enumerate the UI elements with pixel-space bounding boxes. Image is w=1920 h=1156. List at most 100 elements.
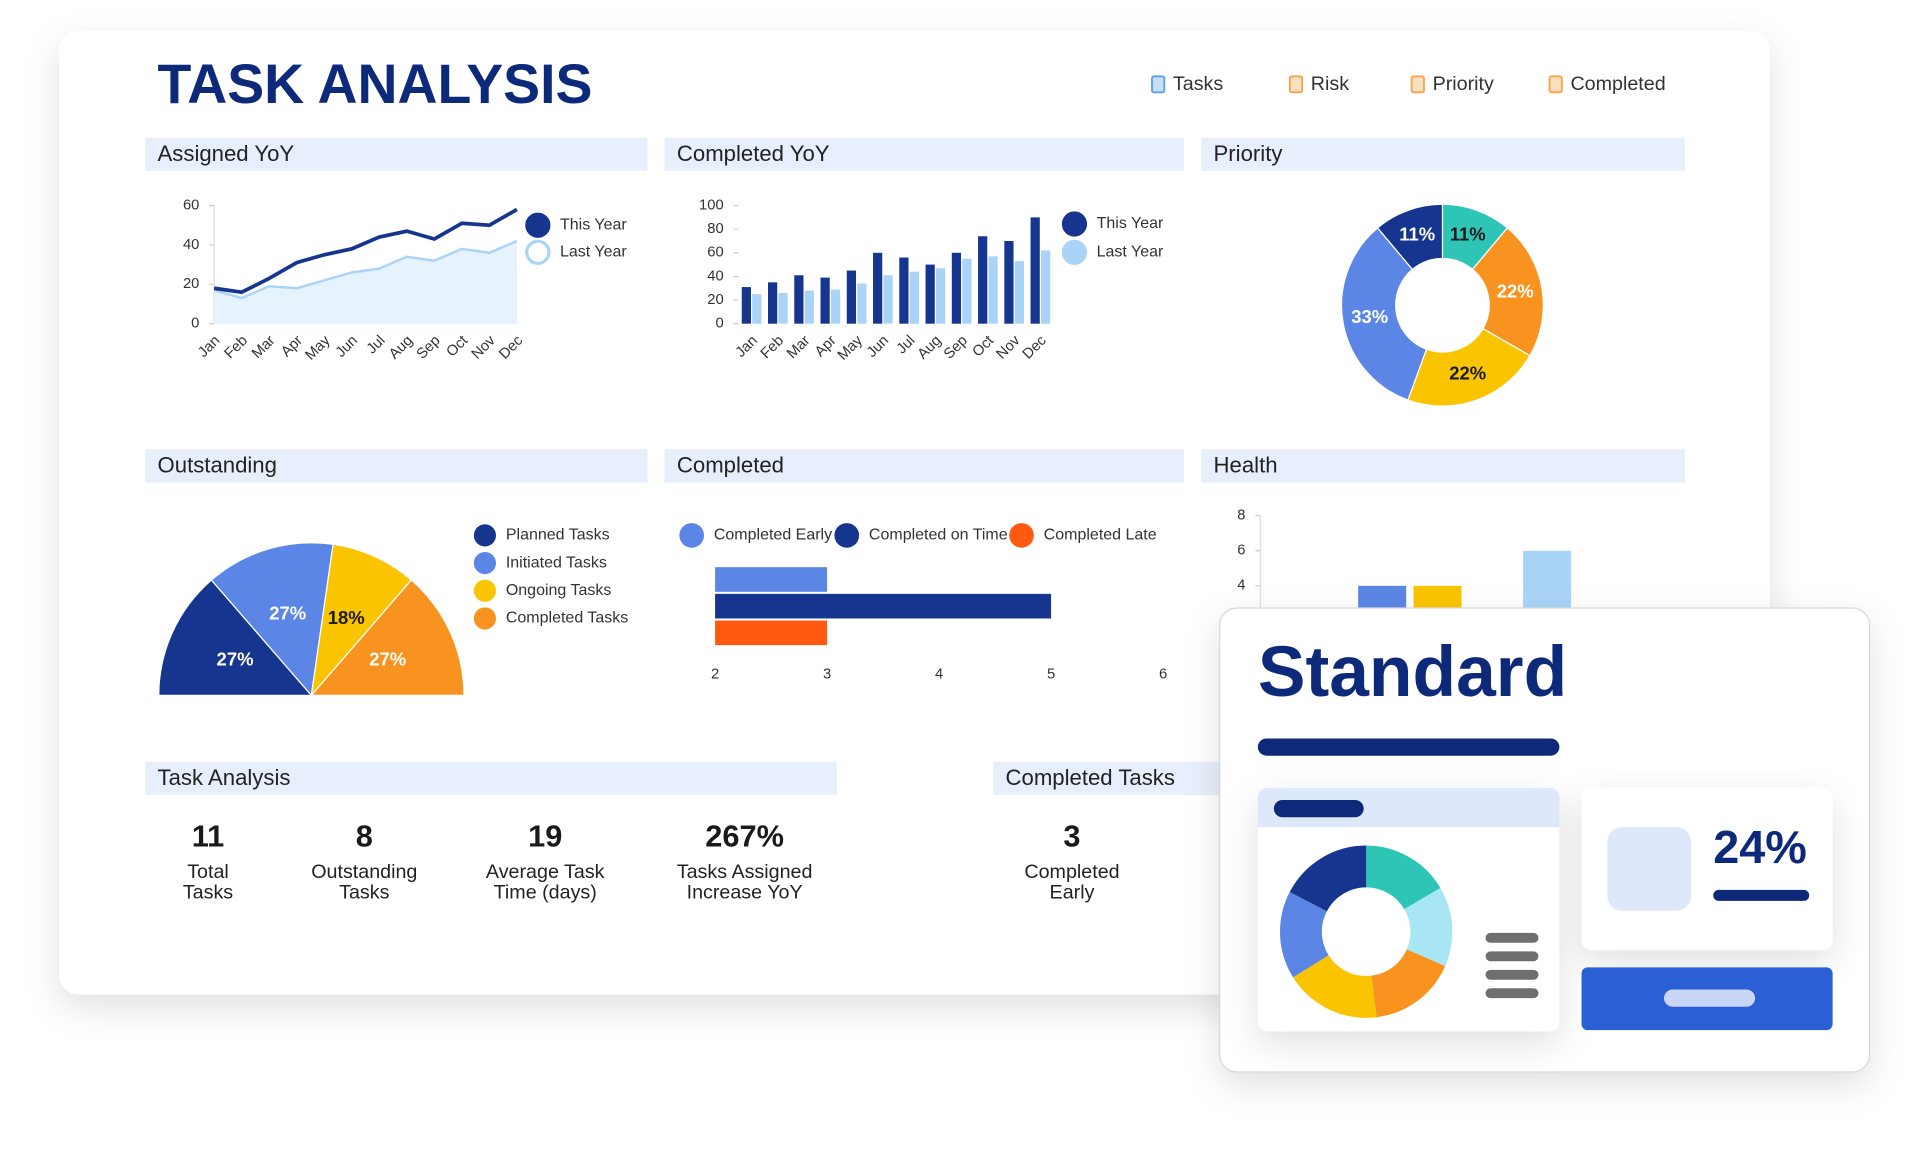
line <box>213 207 518 295</box>
legend-label: This Year <box>1097 215 1164 232</box>
legend-marker <box>473 552 496 575</box>
bar <box>988 256 998 324</box>
panel-header <box>664 449 1184 483</box>
donut-slice <box>1407 327 1531 407</box>
panel-title: Outstanding <box>158 452 277 477</box>
legend-label: Completed Early <box>714 527 832 544</box>
kpi-label: Tasks Assigned <box>677 861 813 883</box>
panel-title: Priority <box>1214 141 1284 166</box>
bar <box>820 277 830 324</box>
legend-label: Last Year <box>1097 244 1164 261</box>
y-tick-label: 60 <box>183 197 199 213</box>
decor-segment <box>1280 845 1453 1018</box>
slice-label: 33% <box>1351 306 1388 327</box>
slice-label: 27% <box>217 648 254 669</box>
panel-header <box>664 137 1184 172</box>
slice-label: 18% <box>328 607 365 628</box>
kpi-label: Increase YoY <box>687 882 803 904</box>
bar <box>778 292 788 324</box>
stat-value: 24% <box>1713 821 1807 873</box>
legend-marker <box>1061 239 1088 265</box>
legend-label: Completed on Time <box>869 527 1008 544</box>
bar <box>752 294 762 324</box>
card-title: Standard <box>1258 632 1567 712</box>
area <box>214 240 517 324</box>
decor-segment <box>1280 845 1453 1018</box>
bar <box>1041 250 1051 324</box>
decor-segment <box>1280 845 1453 1018</box>
bar <box>951 252 962 324</box>
y-tick-label: 100 <box>699 197 724 213</box>
bar <box>768 282 778 324</box>
legend-marker <box>679 523 704 548</box>
legend-marker <box>834 523 860 548</box>
legend-label: Priority <box>1433 73 1494 95</box>
decor-segment <box>1280 845 1453 1018</box>
slice-label: 22% <box>1449 362 1486 383</box>
legend-label: Completed <box>1570 73 1665 95</box>
panel-header <box>993 761 1228 796</box>
panel-title: Completed Tasks <box>1006 765 1175 790</box>
legend-marker <box>525 212 551 238</box>
slice-label: 27% <box>369 648 406 669</box>
y-tick-label: 80 <box>707 221 723 237</box>
bar <box>899 257 909 324</box>
y-tick-label: 40 <box>183 237 199 253</box>
panel-header <box>1201 137 1685 172</box>
panel-header <box>145 137 648 172</box>
panel-title: Completed <box>677 452 784 477</box>
legend-label: Ongoing Tasks <box>506 582 612 599</box>
bar <box>936 268 946 324</box>
panel-title: Completed YoY <box>677 141 830 166</box>
kpi-value: 11 <box>192 818 225 853</box>
panel-title: Assigned YoY <box>158 141 295 166</box>
bar <box>962 258 972 324</box>
decor-donut <box>1280 845 1453 1018</box>
kpi-label: Outstanding <box>311 861 417 883</box>
kpi-label: Average Task <box>486 861 605 883</box>
kpi-label: Completed <box>1024 861 1119 883</box>
decor-lines <box>1485 932 1539 999</box>
legend-label: Last Year <box>560 244 627 261</box>
y-tick-label: 60 <box>707 245 723 261</box>
panel-header <box>145 449 648 483</box>
x-tick-label: 5 <box>1047 666 1055 682</box>
legend-icon <box>1548 75 1563 94</box>
pie-slice <box>210 542 334 697</box>
stat-icon <box>1607 827 1692 911</box>
legend-marker <box>473 579 496 602</box>
legend-marker <box>1061 211 1088 237</box>
bar <box>715 567 828 592</box>
y-tick-label: 20 <box>183 276 199 292</box>
button-pill <box>1664 989 1756 1007</box>
y-tick-label: 20 <box>707 292 723 308</box>
legend-label: Completed Tasks <box>506 610 628 627</box>
header-pill <box>1273 800 1364 818</box>
line <box>213 239 518 300</box>
bar <box>883 275 893 324</box>
bar <box>715 593 1052 619</box>
legend-icon <box>1288 75 1304 94</box>
donut-slice <box>1471 227 1544 357</box>
legend-label: Initiated Tasks <box>506 554 607 571</box>
bar <box>741 287 751 324</box>
legend-marker <box>525 239 551 265</box>
stat-underline <box>1713 889 1810 901</box>
bar <box>925 264 935 324</box>
kpi-label: Tasks <box>183 882 233 904</box>
x-tick-label: 3 <box>823 666 831 682</box>
legend-marker <box>473 524 496 547</box>
legend-label: This Year <box>560 216 627 233</box>
slice-label: 11% <box>1399 224 1435 245</box>
donut-slice <box>1376 203 1444 271</box>
bar <box>978 236 988 324</box>
panel-header <box>1201 449 1685 483</box>
kpi-value: 267% <box>705 818 784 853</box>
x-tick-label: 4 <box>935 666 943 682</box>
y-tick-label: 6 <box>1237 543 1245 559</box>
pie-slice <box>158 579 313 696</box>
content: Tasks Risk Priority Completed Assigned YoY Co… <box>145 73 1685 904</box>
x-tick-label: 2 <box>711 666 719 682</box>
kpi-value: 3 <box>1063 818 1080 853</box>
